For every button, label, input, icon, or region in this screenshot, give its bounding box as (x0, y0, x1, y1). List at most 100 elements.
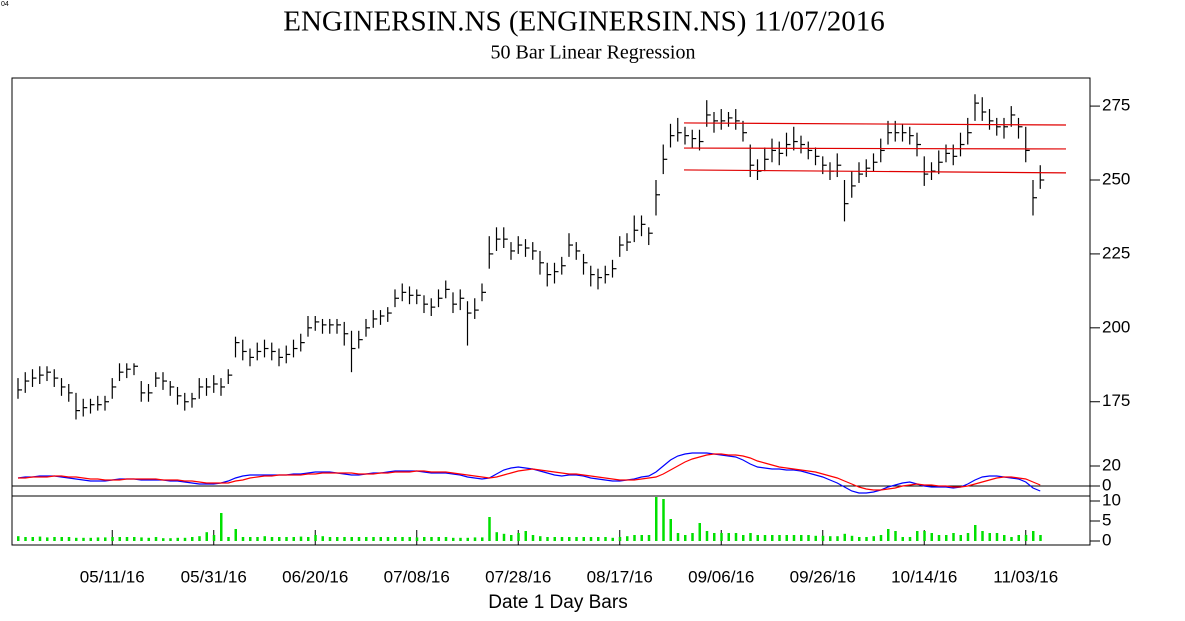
volume-bar (285, 537, 288, 541)
volume-bar (691, 533, 694, 541)
volume-bar (176, 537, 179, 541)
volume-bar (901, 537, 904, 541)
volume-bar (988, 533, 991, 541)
x-tick-label: 05/11/16 (80, 567, 145, 586)
volume-bar (807, 535, 810, 541)
volume-bar (800, 535, 803, 541)
x-tick-label: 07/08/16 (384, 567, 450, 586)
volume-bar (437, 537, 440, 541)
volume-bar (24, 537, 27, 541)
volume-bar (430, 537, 433, 541)
volume-bar (379, 537, 382, 541)
volume-bar (89, 537, 92, 541)
volume-bar (575, 537, 578, 541)
volume-bar (502, 533, 506, 541)
volume-bar (887, 529, 890, 541)
volume-bar (763, 535, 767, 541)
volume-bar (408, 537, 411, 541)
volume-bar (814, 535, 817, 541)
volume-bar (821, 535, 825, 541)
x-axis-label: Date 1 Day Bars (488, 592, 627, 613)
x-tick-label: 05/31/16 (181, 567, 247, 586)
volume-bar (234, 529, 237, 541)
volume-bar (655, 497, 658, 541)
volume-bar (713, 533, 716, 541)
volume-bar (249, 537, 252, 541)
volume-bar (278, 537, 281, 541)
volume-bar (626, 536, 629, 541)
volume-bar (147, 537, 150, 541)
y-tick-label: 275 (1102, 96, 1130, 115)
volume-bar (698, 523, 701, 541)
volume-bar (365, 537, 368, 541)
volume-bar (959, 535, 962, 541)
volume-bar (357, 537, 361, 541)
volume-bar (292, 537, 295, 541)
volume-bar (937, 535, 941, 541)
x-tick-label: 08/17/16 (587, 567, 653, 586)
volume-bar (169, 538, 172, 541)
corner-text: 04 (1, 1, 9, 8)
volume-bar (669, 519, 672, 541)
volume-bar (488, 517, 491, 541)
volume-bar (952, 533, 955, 541)
volume-bar (111, 537, 114, 541)
volume-bar (633, 535, 636, 541)
volume-bar (865, 537, 868, 541)
volume-bar (553, 537, 556, 541)
x-tick-label: 07/28/16 (485, 567, 551, 586)
x-tick-label: 09/26/16 (790, 567, 856, 586)
volume-bar (82, 537, 85, 541)
volume-bar (510, 535, 513, 541)
x-tick-label: 11/03/16 (993, 567, 1058, 586)
volume-bar (792, 535, 796, 541)
volume-bar (908, 537, 912, 541)
volume-bar (604, 537, 607, 541)
volume-bar (241, 537, 245, 541)
volume-bar (336, 537, 339, 541)
volume-bar (481, 537, 484, 541)
volume-bar (923, 531, 926, 541)
y-tick-label: 5 (1102, 510, 1111, 529)
indicator-line (17, 452, 1041, 494)
chart-subtitle: 50 Bar Linear Regression (491, 42, 696, 64)
volume-bar (75, 537, 78, 541)
volume-bar (640, 535, 643, 541)
volume-bar (307, 537, 310, 541)
volume-bar (611, 537, 614, 541)
volume-bar (858, 537, 861, 541)
y-tick-label: 0 (1102, 475, 1111, 494)
volume-bar (517, 533, 520, 541)
volume-bar (444, 537, 448, 541)
volume-bar (778, 535, 781, 541)
volume-bar (843, 533, 846, 541)
volume-bar (212, 535, 216, 541)
volume-bar (53, 537, 56, 541)
volume-bar (372, 537, 375, 541)
volume-bar (60, 537, 63, 541)
volume-bar (270, 537, 274, 541)
volume-bar (205, 532, 208, 541)
volume-bar (879, 535, 883, 541)
volume-bar (386, 537, 390, 541)
volume-bar (125, 537, 129, 541)
volume-bar (140, 537, 143, 541)
volume-bar (1039, 535, 1042, 541)
volume-bar (17, 536, 20, 541)
volume-bar (104, 537, 107, 541)
volume-bar (836, 536, 839, 541)
volume-bar (749, 533, 752, 541)
volume-bar (662, 499, 665, 541)
volume-bar (872, 536, 875, 541)
volume-bar (67, 537, 71, 541)
volume-bar (183, 537, 187, 541)
volume-bar (727, 533, 730, 541)
volume-bar (1024, 535, 1028, 541)
y-tick-label: 0 (1102, 530, 1111, 549)
volume-bar (154, 537, 158, 541)
x-tick-label: 09/06/16 (688, 567, 754, 586)
volume-bar (263, 536, 266, 541)
